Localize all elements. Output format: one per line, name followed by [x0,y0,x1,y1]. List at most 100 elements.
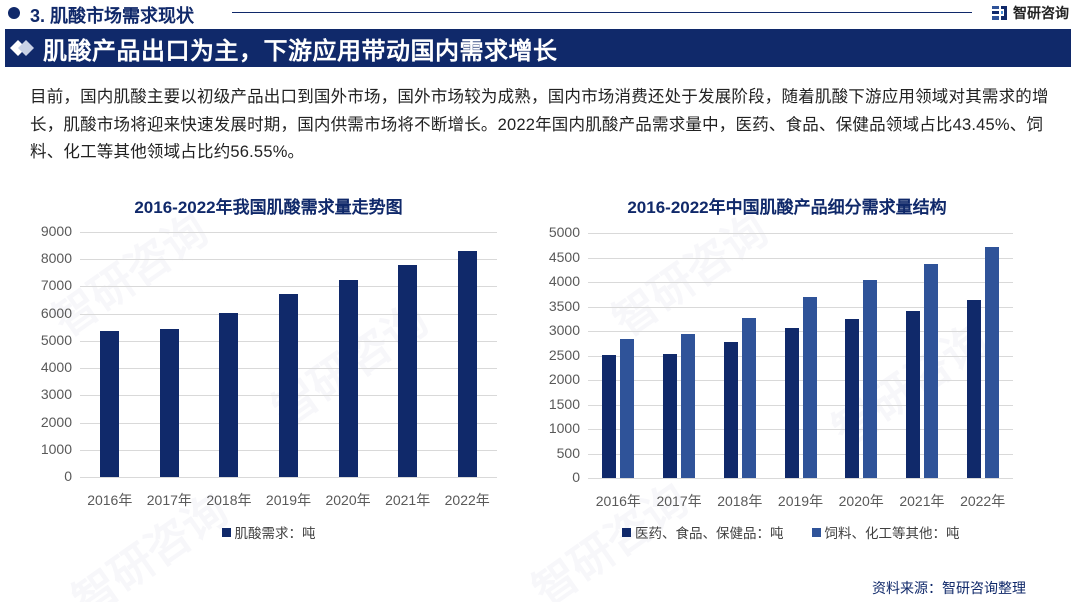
x-tick-label: 2022年 [960,493,1006,509]
gridline [588,453,1013,455]
gridline [588,331,1013,332]
y-tick-label: 1500 [548,395,580,412]
y-tick-label: 2000 [548,371,580,387]
y-tick-label: 4000 [40,359,72,376]
bar-2021年 [923,263,938,478]
x-tick-label: 2021年 [385,492,431,508]
bar-2017年 [159,328,179,477]
x-tick-label: 2020年 [838,493,884,509]
legend-label: 肌酸需求：吨 [234,526,316,541]
x-tick-label: 2019年 [265,492,312,508]
y-tick-label: 5000 [40,331,72,348]
bar-2020年 [338,279,358,477]
source-note: 资料来源：智研咨询整理 [872,580,1026,596]
bar-2016年 [620,339,635,478]
bar-2020年 [845,319,860,478]
legend-swatch-icon [811,527,821,537]
gridline [588,404,1013,406]
gridline [80,286,497,288]
gridline [80,477,497,478]
gridline [588,429,1013,430]
y-tick-label: 6000 [40,304,72,321]
bar-2016年 [100,331,120,477]
y-tick-label: 3000 [548,322,580,338]
section-title: 3. 肌酸市场需求现状 [30,6,195,26]
x-tick-label: 2017年 [146,492,192,508]
y-tick-label: 4000 [548,273,580,289]
bullet-dot-icon [8,7,20,19]
x-tick-label: 2019年 [777,493,824,509]
y-tick-label: 9000 [40,223,72,239]
y-tick-label: 8000 [40,250,72,267]
y-tick-label: 3000 [40,386,72,403]
logo-icon [992,5,1008,21]
section-divider [232,12,972,13]
gridline [80,232,497,233]
banner-title: 肌酸产品出口为主，下游应用带动国内需求增长 [43,37,558,65]
y-tick-label: 2000 [40,413,72,430]
x-tick-label: 2018年 [717,493,763,509]
bar-2022年 [984,246,999,478]
legend-swatch-icon [221,527,231,537]
legend-item: 医药、食品、保健品：吨 [622,522,784,542]
y-tick-label: 7000 [40,277,72,294]
legend-item: 饲料、化工等其他：吨 [811,522,960,542]
demand-trend-chart: 2016-2022年我国肌酸需求量走势图 0 1000 2000 3000 4000 50… [0,185,537,555]
gridline [80,259,497,261]
logo-text: 智研咨询 [1013,5,1069,21]
headline-banner: 肌酸产品出口为主，下游应用带动国内需求增长 [5,29,1071,67]
segment-demand-chart: 2016-2022年中国肌酸产品细分需求量结构 0 500 1000 1500 2000… [537,185,1074,555]
y-tick-label: 3500 [548,297,580,314]
x-tick-label: 2022年 [444,492,490,508]
y-tick-label: 1000 [40,440,72,457]
bar-2020年 [863,280,878,478]
gridline [588,306,1013,308]
bar-2018年 [723,342,738,478]
y-tick-label: 2500 [548,346,580,363]
legend-label: 医药、食品、保健品：吨 [635,526,784,541]
gridline [588,355,1013,357]
bar-2019年 [802,297,817,478]
y-tick-label: 0 [64,468,72,484]
y-tick-label: 4500 [548,248,580,265]
gridline [588,257,1013,259]
bar-2021年 [398,265,418,477]
x-tick-label: 2016年 [595,493,641,509]
plot-area [80,232,497,478]
y-tick-label: 1000 [548,420,580,436]
bar-2017年 [681,333,696,478]
legend-item: 肌酸需求：吨 [221,522,316,542]
plot-area [588,233,1013,479]
y-tick-label: 0 [572,469,580,485]
y-tick-label: 500 [556,444,580,461]
x-tick-label: 2016年 [87,492,133,508]
diamond-icon [9,38,39,58]
gridline [588,478,1013,479]
bar-2017年 [663,354,678,478]
bar-2022年 [966,300,981,478]
gridline [588,380,1013,381]
x-tick-label: 2017年 [656,493,702,509]
section-header: 3. 肌酸市场需求现状 智研咨询 [0,0,1074,26]
legend-label: 饲料、化工等其他：吨 [824,526,960,541]
y-tick-label: 5000 [548,224,580,240]
bar-2022年 [457,250,477,477]
bar-2016年 [602,355,617,478]
gridline [588,233,1013,234]
bar-2018年 [741,318,756,478]
bar-2021年 [905,311,920,478]
legend-swatch-icon [622,527,631,537]
chart-title: 2016-2022年中国肌酸产品细分需求量结构 [627,198,947,217]
x-tick-label: 2020年 [325,492,371,508]
chart-title: 2016-2022年我国肌酸需求量走势图 [134,198,403,217]
chart-legend: 医药、食品、保健品：吨 饲料、化工等其他：吨 [622,522,960,542]
bar-2019年 [784,328,799,478]
chart-legend: 肌酸需求：吨 [0,522,537,542]
gridline [588,282,1013,283]
bar-2019年 [279,293,298,477]
x-tick-label: 2018年 [206,492,252,508]
brand-logo: 智研咨询 [992,3,1069,23]
bar-2018年 [219,312,239,477]
x-tick-label: 2021年 [899,493,945,509]
intro-paragraph: 目前，国内肌酸主要以初级产品出口到国外市场，国外市场较为成熟，国内市场消费还处于… [30,88,1049,161]
